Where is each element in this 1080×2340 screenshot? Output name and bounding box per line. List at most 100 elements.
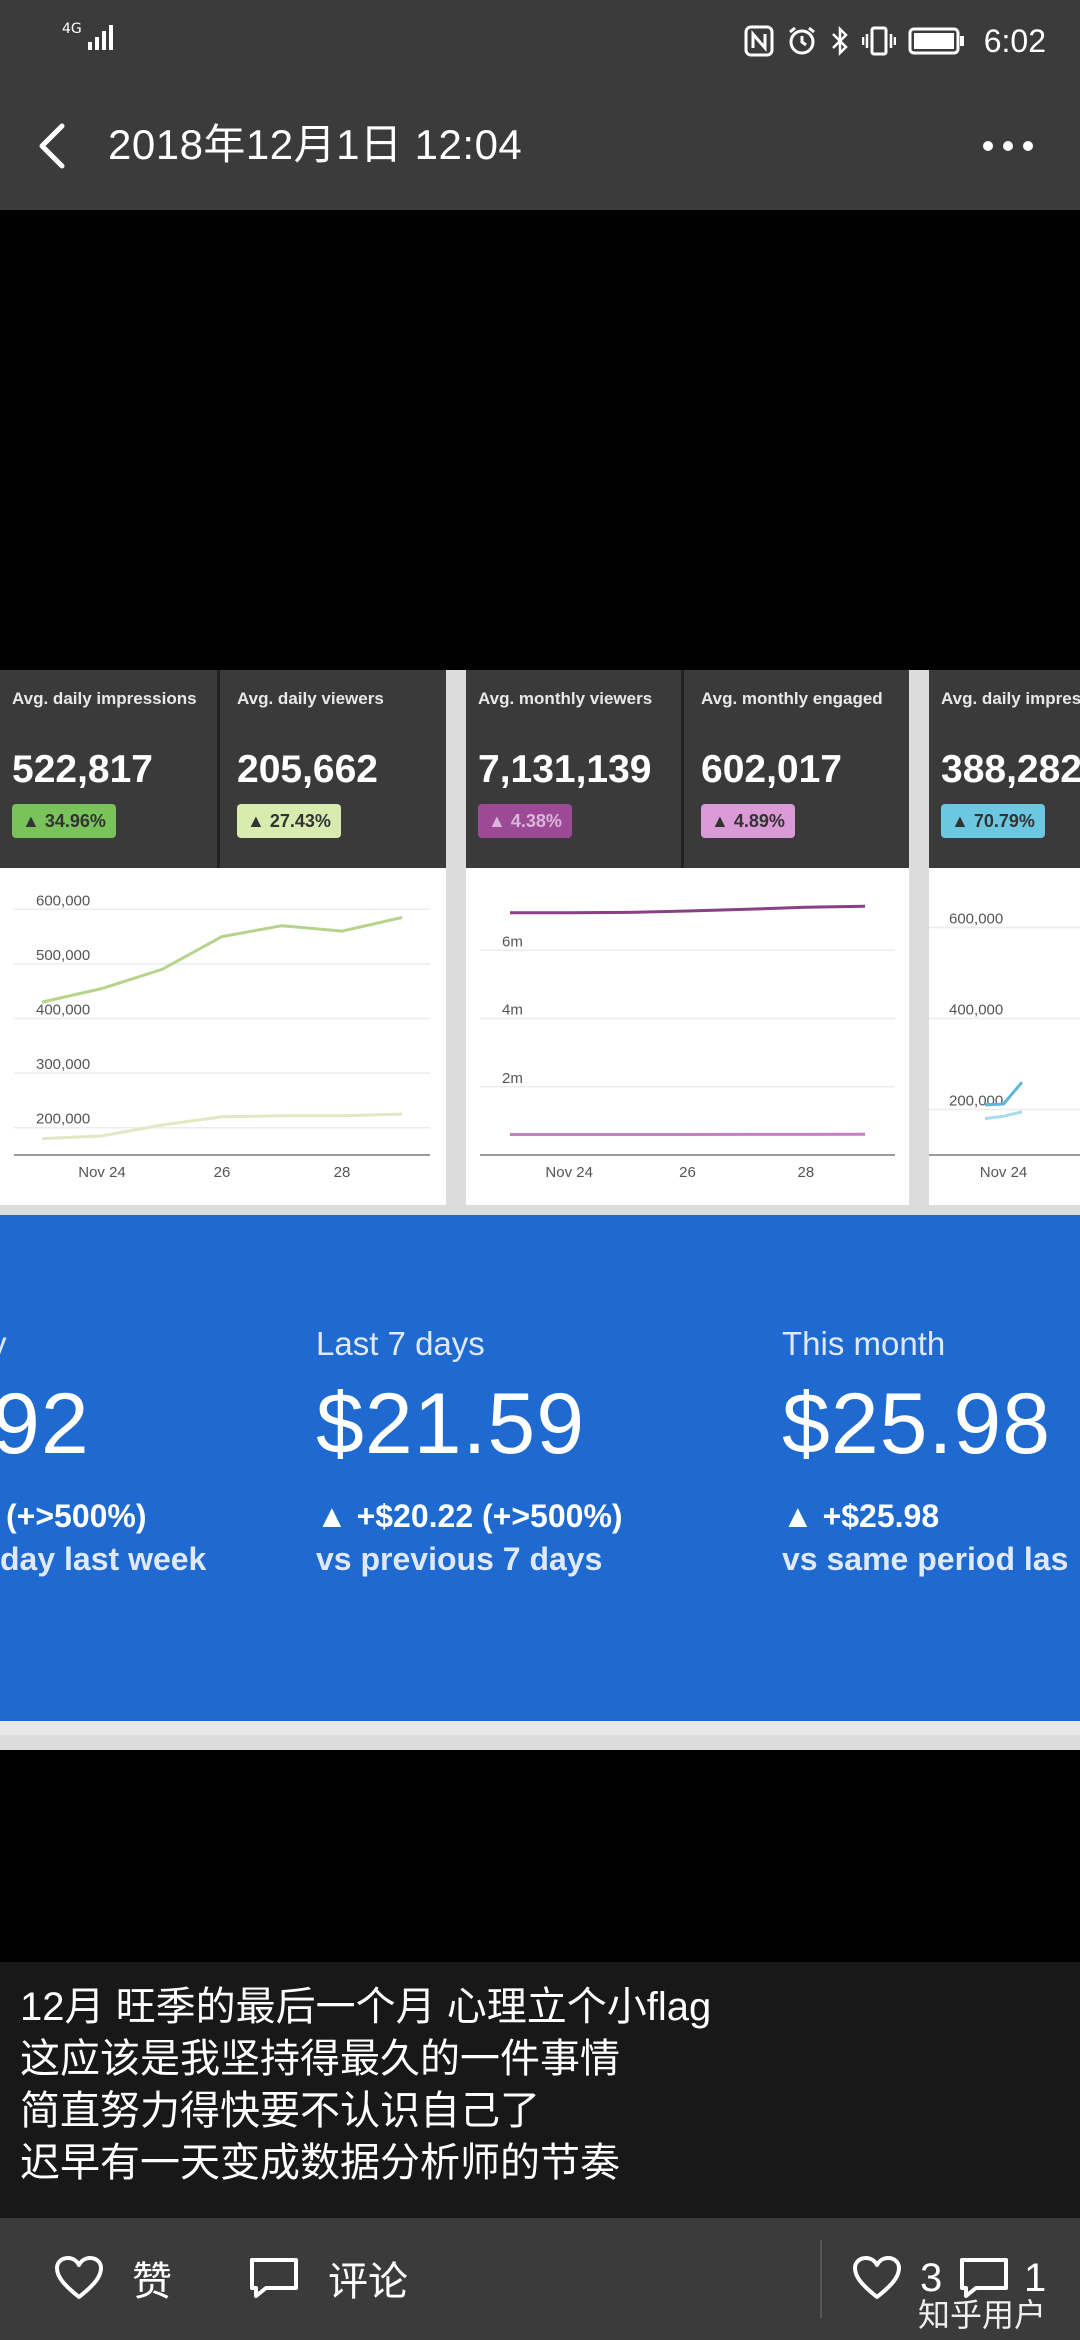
metric-avg-daily-impressions: Avg. daily impressions 522,817 ▲ 34.96% xyxy=(0,670,220,868)
metric-change: 4.38% xyxy=(510,811,562,831)
analytics-card-monthly: Avg. monthly viewers 7,131,139 ▲ 4.38% A… xyxy=(466,670,909,1205)
caption-line: 简直努力得快要不认识自己了 xyxy=(20,2089,540,2133)
signal-icon xyxy=(88,25,113,50)
y-tick-label: 600,000 xyxy=(36,892,90,909)
heart-icon xyxy=(853,2256,901,2299)
page-title: 2018年12月1日 12:04 xyxy=(108,121,523,168)
caption-line: 迟早有一天变成数据分析师的节奏 xyxy=(20,2141,620,2185)
metric-label: Avg. monthly viewers xyxy=(478,689,653,708)
y-tick-label: 4m xyxy=(502,1002,523,1019)
like-count-button[interactable]: 3 xyxy=(852,2248,942,2308)
revenue-banner: y 92 (+>500%) day last week Last 7 days … xyxy=(0,1215,1080,1735)
watermark: 知乎用户 xyxy=(918,2297,1047,2333)
alarm-icon xyxy=(788,26,815,55)
revenue-last-7-days: Last 7 days $21.59 ▲ +$20.22 (+>500%) vs… xyxy=(316,1215,776,1735)
analytics-card-impressions-2: Avg. daily impressions 388,282 ▲ 70.79% … xyxy=(929,670,1080,1205)
line-chart-monthly: 2m 4m 6m Nov 24 26 28 xyxy=(480,904,895,1181)
metric-label: Avg. daily impressions xyxy=(12,689,197,708)
metric-label: Avg. daily impressions xyxy=(941,689,1080,708)
like-label: 赞 xyxy=(132,2260,172,2304)
y-tick-label: 200,000 xyxy=(949,1093,1003,1110)
bottom-action-bar: 赞 评论 3 1 知乎用户 xyxy=(0,2218,1080,2340)
y-tick-label: 2m xyxy=(502,1070,523,1087)
line-chart-impressions: 200,000 300,000 400,000 500,000 600,000 Nov 2… xyxy=(14,892,430,1181)
nfc-icon xyxy=(744,25,774,57)
x-tick-label: 28 xyxy=(334,1164,351,1181)
x-tick-label: Nov 24 xyxy=(78,1164,126,1181)
metric-value: 388,282 xyxy=(941,748,1080,791)
like-button[interactable]: 赞 xyxy=(54,2248,172,2308)
revenue-comparison: day last week xyxy=(0,1541,207,1577)
y-tick-label: 500,000 xyxy=(36,947,90,964)
y-tick-label: 400,000 xyxy=(949,1002,1003,1019)
metric-label: Avg. monthly engaged xyxy=(701,689,883,708)
title-bar: 2018年12月1日 12:04 xyxy=(0,82,1080,210)
series-line-2 xyxy=(41,1112,403,1141)
comment-icon xyxy=(250,2258,298,2298)
clock: 6:02 xyxy=(983,22,1046,59)
more-dots-icon[interactable] xyxy=(978,128,1038,164)
divider xyxy=(820,2240,822,2318)
metric-label: Avg. daily viewers xyxy=(237,689,384,708)
network-type: 4G xyxy=(62,21,82,37)
metric-change-badge: ▲ 4.89% xyxy=(701,804,795,838)
metric-avg-daily-viewers: Avg. daily viewers 205,662 ▲ 27.43% xyxy=(225,670,446,868)
metric-change: 27.43% xyxy=(269,811,331,831)
metric-change-badge: ▲ 70.79% xyxy=(941,804,1045,838)
revenue-label: Last 7 days xyxy=(316,1325,485,1362)
metric-value: 205,662 xyxy=(237,748,378,791)
back-arrow-icon[interactable] xyxy=(30,118,80,174)
revenue-value: $25.98 xyxy=(782,1376,1052,1472)
revenue-label: This month xyxy=(782,1325,946,1362)
revenue-comparison: vs previous 7 days xyxy=(316,1541,603,1577)
x-tick-label: 26 xyxy=(214,1164,231,1181)
x-tick-label: 28 xyxy=(797,1164,814,1181)
divider xyxy=(217,670,220,868)
metric-value: 522,817 xyxy=(12,748,153,791)
y-tick-label: 6m xyxy=(502,933,523,950)
bluetooth-icon xyxy=(831,25,848,57)
y-tick-label: 300,000 xyxy=(36,1056,90,1073)
series-line-1 xyxy=(984,1081,1024,1107)
caption-line: 这应该是我坚持得最久的一件事情 xyxy=(20,2037,620,2081)
post-image[interactable]: Avg. daily impressions 522,817 ▲ 34.96% … xyxy=(0,670,1080,1750)
series-line-1 xyxy=(41,916,403,1004)
battery-icon xyxy=(908,27,964,55)
metric-change: 4.89% xyxy=(733,811,785,831)
status-bar: 4G 6:02 xyxy=(0,0,1080,82)
line-chart-impressions-2: 200,000 400,000 600,000 Nov 24 xyxy=(929,911,1080,1181)
revenue-change: (+>500%) xyxy=(6,1498,147,1534)
metric-avg-monthly-viewers: Avg. monthly viewers 7,131,139 ▲ 4.38% xyxy=(466,670,684,868)
revenue-yesterday: y 92 (+>500%) day last week xyxy=(0,1215,300,1735)
revenue-this-month: This month $25.98 ▲ +$25.98 vs same peri… xyxy=(782,1215,1080,1735)
x-tick-label: Nov 24 xyxy=(545,1164,593,1181)
metric-value: 602,017 xyxy=(701,748,842,791)
metric-change-badge: ▲ 34.96% xyxy=(12,804,116,838)
revenue-value: $21.59 xyxy=(316,1376,586,1472)
revenue-comparison: vs same period las xyxy=(782,1541,1069,1577)
series-line-1 xyxy=(510,904,866,915)
x-tick-label: 26 xyxy=(679,1164,696,1181)
vibrate-icon xyxy=(861,26,896,56)
heart-icon xyxy=(55,2256,103,2299)
revenue-value: 92 xyxy=(0,1376,90,1472)
comment-button[interactable]: 评论 xyxy=(248,2248,408,2308)
caption-line: 12月 旺季的最后一个月 心理立个小flag xyxy=(20,1985,712,2029)
y-tick-label: 600,000 xyxy=(949,911,1003,928)
metric-change: 70.79% xyxy=(973,811,1035,831)
revenue-change: ▲ +$20.22 (+>500%) xyxy=(316,1498,623,1534)
metric-avg-daily-impressions-2: Avg. daily impressions 388,282 ▲ 70.79% xyxy=(929,670,1080,868)
comment-count-button[interactable]: 1 xyxy=(958,2248,1046,2308)
like-count: 3 xyxy=(920,2255,943,2300)
comment-count: 1 xyxy=(1024,2255,1047,2300)
metric-change: 34.96% xyxy=(44,811,106,831)
post-caption: 12月 旺季的最后一个月 心理立个小flag 这应该是我坚持得最久的一件事情 简… xyxy=(0,1962,1080,2218)
metric-value: 7,131,139 xyxy=(478,748,652,791)
y-tick-label: 200,000 xyxy=(36,1111,90,1128)
revenue-label: y xyxy=(0,1325,7,1363)
metric-avg-monthly-engaged: Avg. monthly engaged 602,017 ▲ 4.89% xyxy=(689,670,909,868)
divider xyxy=(681,670,684,868)
y-tick-label: 400,000 xyxy=(36,1002,90,1019)
banner-bottom-edge xyxy=(0,1721,1080,1735)
comment-icon xyxy=(960,2258,1008,2298)
